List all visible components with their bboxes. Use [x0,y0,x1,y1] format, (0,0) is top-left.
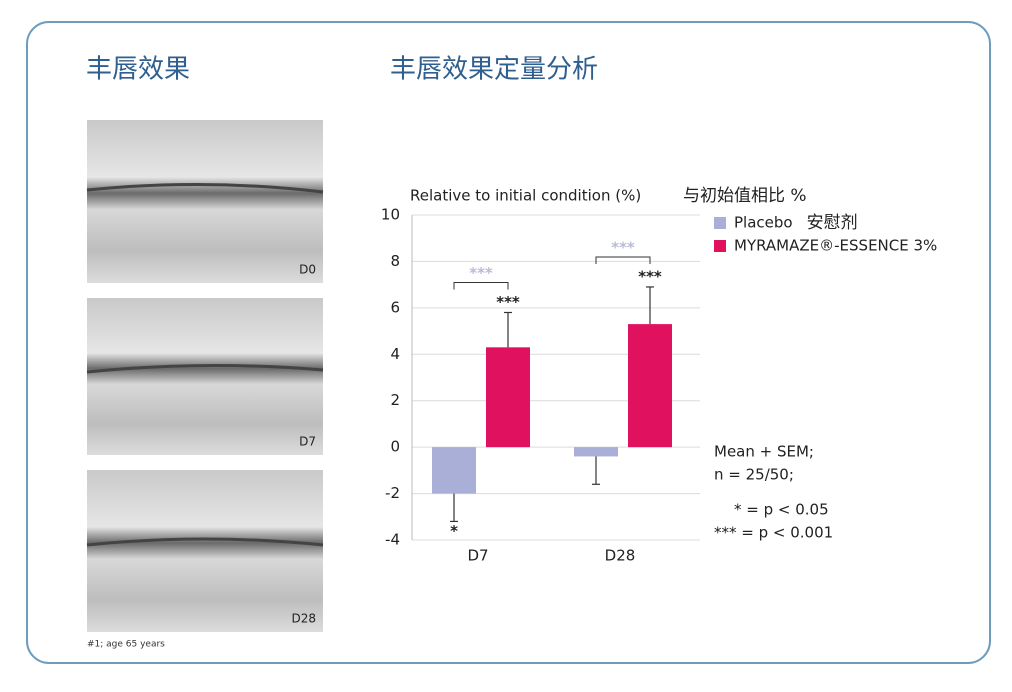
photo [87,470,323,632]
note: Mean + SEM; [714,443,814,461]
chart-title: 丰唇效果定量分析 [390,55,598,85]
legend-label: Placebo [734,214,793,232]
legend-label: MYRAMAZE®-ESSENCE 3% [734,237,937,255]
note: * = p < 0.05 [734,501,829,519]
significance: * [450,522,458,540]
comparison-label: *** [611,238,635,256]
comparison-bracket [595,256,651,264]
comparison-label: *** [469,264,493,282]
y-tick-label: 0 [390,438,400,456]
photo-label: D7 [299,435,316,449]
note: n = 25/50; [714,466,794,484]
x-tick-label: D28 [605,547,636,565]
significance: *** [496,293,520,311]
legend-swatch [714,240,726,252]
lip-line [86,537,324,547]
y-tick-label: 2 [390,391,400,409]
y-tick-label: 6 [390,298,400,316]
x-tick-label: D7 [467,547,488,565]
significance: *** [638,267,662,285]
bar [486,347,530,448]
bar [432,447,476,494]
y-tick-label: 4 [390,345,400,363]
bar [574,447,618,457]
y-label-cn: 与初始值相比 % [683,186,807,206]
photo-label: D28 [291,612,316,626]
left-title: 丰唇效果 [86,55,190,85]
photo-label: D0 [299,263,316,277]
caption: #1; age 65 years [87,640,165,650]
y-tick-label: -2 [385,484,400,502]
legend-swatch [714,217,726,229]
y-tick-label: 8 [390,252,400,270]
note: *** = p < 0.001 [714,524,833,542]
bar [628,324,672,448]
legend-label-cn: 安慰剂 [807,213,858,233]
photo [87,120,323,283]
y-tick-label: 10 [381,206,400,224]
y-tick-label: -4 [385,531,400,549]
lip-line [86,182,324,194]
y-label: Relative to initial condition (%) [410,187,641,205]
photo [87,298,323,455]
photos: D0 D7 D28 [86,120,324,632]
comparison-bracket [453,282,509,290]
lip-line [86,363,324,374]
